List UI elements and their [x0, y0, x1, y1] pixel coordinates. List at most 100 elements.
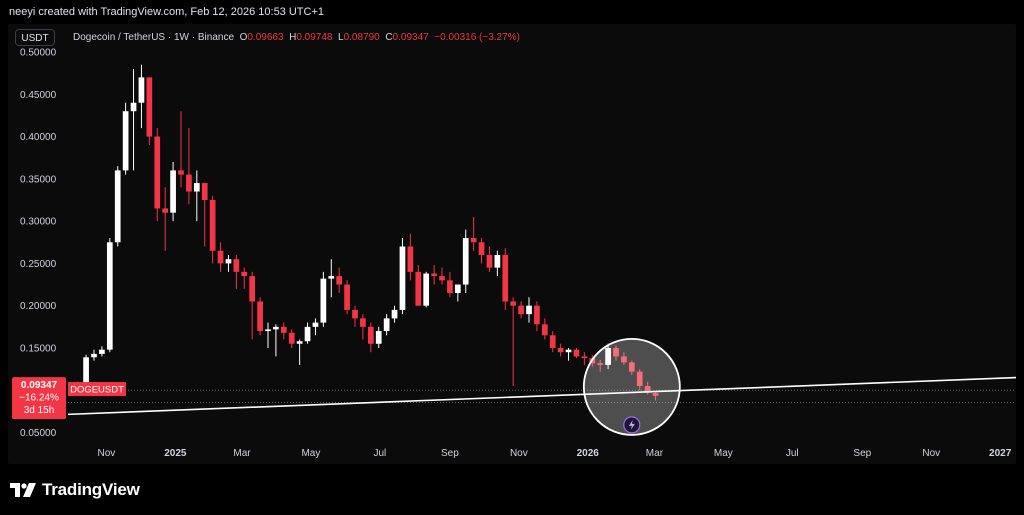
- candle-body: [431, 273, 437, 277]
- x-tick-label: Jul: [373, 448, 386, 459]
- currency-button[interactable]: USDT: [15, 29, 55, 46]
- chart-legend: Dogecoin / TetherUS · 1W · Binance O0.09…: [73, 31, 520, 45]
- y-tick-label: 0.50000: [20, 48, 57, 59]
- lightning-icon: [628, 419, 635, 430]
- candle-body: [447, 280, 453, 294]
- attribution-bar: neeyi created with TradingView.com, Feb …: [9, 6, 325, 18]
- highlight-circle: [582, 337, 681, 436]
- candle-body: [344, 284, 350, 310]
- candle-body: [360, 318, 366, 327]
- candle-body: [415, 271, 422, 306]
- high-label: H: [289, 32, 297, 43]
- candle-body: [383, 318, 390, 332]
- candle-body: [636, 371, 643, 387]
- price-tag-change: −16.24%: [19, 393, 59, 404]
- x-tick-label: 2027: [989, 448, 1012, 459]
- tradingview-icon: [10, 483, 36, 497]
- brand-name: TradingView: [42, 480, 140, 499]
- candle-body: [170, 170, 176, 213]
- candle-body: [573, 349, 580, 357]
- candle-body: [621, 356, 627, 363]
- candle-body: [336, 276, 343, 285]
- x-tick-label: Mar: [646, 448, 664, 459]
- high-value: 0.09748: [296, 32, 333, 43]
- candle-body: [367, 326, 374, 344]
- candle-body: [225, 259, 232, 264]
- candle-body: [273, 326, 279, 330]
- candle-body: [486, 254, 493, 268]
- candle-body: [628, 362, 635, 372]
- candle-body: [162, 208, 169, 213]
- close-label: C: [385, 32, 393, 43]
- candle-body: [193, 183, 200, 192]
- support-trendline: [67, 376, 1017, 416]
- candle-body: [241, 271, 248, 277]
- candle-body: [399, 246, 406, 310]
- y-tick-label: 0.30000: [20, 217, 57, 228]
- candle-body: [154, 136, 161, 209]
- candle-body: [541, 324, 548, 336]
- candle-body: [201, 183, 208, 200]
- candle-body: [581, 356, 588, 359]
- candle-body: [605, 347, 611, 365]
- x-tick-label: Jul: [786, 448, 799, 459]
- candle-body: [454, 284, 461, 294]
- candle-body: [249, 276, 256, 302]
- candle-body: [470, 238, 477, 243]
- candle-body: [288, 332, 295, 344]
- candle-body: [510, 301, 517, 306]
- low-value: 0.08790: [343, 32, 380, 43]
- close-value: 0.09347: [392, 32, 429, 43]
- x-tick-label: Sep: [441, 448, 459, 459]
- candle-body: [320, 278, 327, 323]
- candle-body: [557, 347, 564, 353]
- candle-body: [502, 254, 509, 302]
- low-label: L: [338, 32, 344, 43]
- x-tick-label: 2025: [164, 448, 187, 459]
- x-tick-label: 2026: [577, 448, 600, 459]
- candle-body: [328, 276, 335, 279]
- candle-body: [114, 170, 121, 243]
- y-tick-label: 0.45000: [20, 90, 57, 101]
- price-tag-countdown: 3d 15h: [24, 405, 55, 416]
- candle-body: [352, 309, 358, 319]
- candle-body: [644, 386, 651, 393]
- candle-body: [462, 238, 469, 285]
- x-tick-label: Nov: [510, 448, 528, 459]
- x-tick-label: Sep: [853, 448, 871, 459]
- y-tick-label: 0.35000: [20, 174, 57, 185]
- candle-body: [178, 170, 184, 175]
- candle-body: [138, 77, 145, 103]
- candle-body: [613, 347, 619, 357]
- candle-body: [91, 353, 97, 358]
- candle-body: [122, 111, 129, 171]
- x-tick-label: May: [714, 448, 733, 459]
- y-tick-label: 0.40000: [20, 132, 57, 143]
- candle-body: [280, 326, 287, 333]
- candle-body: [217, 250, 224, 264]
- candle-body: [652, 393, 659, 396]
- candle-body: [375, 331, 382, 344]
- candle-body: [391, 309, 398, 319]
- candle-body: [439, 276, 445, 281]
- candle-body: [478, 242, 485, 255]
- candle-body: [312, 322, 319, 327]
- candle-body: [534, 305, 540, 325]
- candle-body: [209, 199, 216, 251]
- candle-body: [518, 305, 524, 315]
- candle-body: [565, 349, 572, 353]
- candle-body: [99, 349, 105, 354]
- candle-body: [130, 102, 137, 112]
- candle-body: [146, 77, 153, 137]
- candle-body: [186, 174, 192, 192]
- symbol-tag-label: DOGEUSDT: [70, 385, 124, 396]
- y-tick-label: 0.15000: [20, 343, 57, 354]
- open-value: 0.09663: [247, 32, 284, 43]
- symbol-description: Dogecoin / TetherUS · 1W · Binance: [73, 32, 235, 43]
- x-tick-label: May: [301, 448, 320, 459]
- candle-body: [423, 273, 430, 306]
- candle-body: [526, 305, 532, 315]
- candle-body: [549, 335, 556, 348]
